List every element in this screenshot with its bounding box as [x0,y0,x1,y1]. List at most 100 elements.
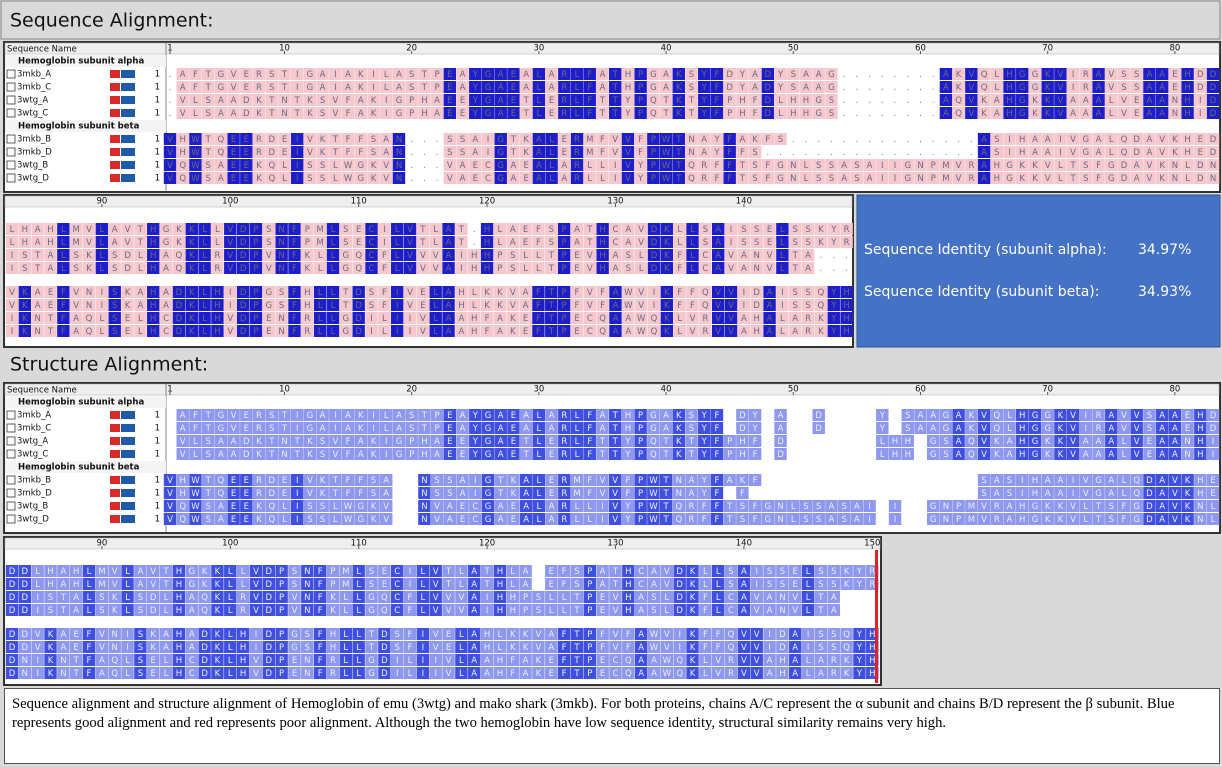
residue-cell [1155,133,1169,145]
residue-cell [303,435,317,447]
residue-cell [840,299,853,311]
residue-cell [480,312,494,324]
residue-cell [698,146,711,158]
residue-cell [1066,422,1080,434]
residue-cell [622,236,635,248]
residue-cell [392,68,406,80]
residue-cell [378,286,391,298]
residue-cell [211,312,224,324]
residue-cell [545,422,558,434]
row-checkbox[interactable] [6,436,16,446]
residue-cell [609,422,622,434]
row-checkbox[interactable] [6,423,16,433]
residue-cell [776,286,789,298]
residue-cell [507,68,520,80]
residue-cell [519,146,533,158]
residue-cell [1016,68,1029,80]
residue-cell [1092,133,1105,145]
residue-cell [275,312,288,324]
residue-cell [176,94,189,106]
residue-row: VQWSAEEKQLISSLWGKVN...VAECGAEALARLLIVYPW… [167,174,1216,184]
row-checkbox[interactable] [6,501,16,511]
residue-cell [392,172,406,184]
residue-cell [686,325,699,337]
residue-cell [456,422,469,434]
residue-cell [596,409,609,421]
residue-cell [558,435,571,447]
residue-cell [1206,81,1220,93]
residue-cell [596,107,609,119]
residue-cell [493,312,507,324]
residue-cell [506,223,519,235]
residue-cell [392,422,406,434]
residue-cell [736,159,749,171]
residue-cell [634,94,647,106]
residue-cell [456,146,469,158]
row-checkbox[interactable] [6,134,16,144]
residue-cell [952,159,965,171]
row-checkbox[interactable] [6,475,16,485]
row-checkbox[interactable] [6,173,16,183]
row-checkbox[interactable] [6,147,16,157]
row-checkbox[interactable] [6,160,16,170]
row-checkbox[interactable] [6,108,16,118]
residue-cell [455,325,468,337]
row-checkbox[interactable] [6,69,16,79]
residue-cell [789,236,802,248]
residue-cell [825,94,838,106]
residue-cell [354,107,367,119]
residue-cell [1181,133,1194,145]
residue-cell [121,325,134,337]
residue-cell [801,312,815,324]
residue-cell [507,81,520,93]
residue-cell [507,107,520,119]
residue-cell [1028,68,1042,80]
residue-cell [367,107,380,119]
residue-cell [418,107,431,119]
ruler-label: 120 [479,197,495,207]
residue-cell [801,286,815,298]
residue-cell [622,262,635,274]
residue-cell [557,299,571,311]
residue-cell [737,312,751,324]
residue-cell [249,236,263,248]
residue-cell [570,422,584,434]
row-checkbox[interactable] [6,410,16,420]
residue-cell [532,409,546,421]
residue-cell [1143,146,1156,158]
row-checkbox[interactable] [6,514,16,524]
residue-cell [876,409,889,421]
residue-cell [365,223,378,235]
residue-cell [44,236,57,248]
residue-cell [494,107,507,119]
residue-cell [570,299,584,311]
residue-cell [240,422,253,434]
alignment-view: Sequence Alignment: Structure Alignment:… [0,0,1221,686]
row-checkbox[interactable] [6,488,16,498]
residue-cell [685,68,698,80]
residue-cell [275,236,288,248]
residue-cell [673,299,686,311]
residue-cell [763,236,776,248]
residue-cell [278,422,291,434]
residue-cell [201,422,215,434]
residue-cell [469,146,482,158]
residue-cell [723,94,736,106]
residue-cell [532,325,545,337]
row-checkbox[interactable] [6,449,16,459]
residue-cell [227,435,240,447]
residue-cell [303,172,317,184]
residue-cell [1168,146,1182,158]
row-checkbox[interactable] [6,95,16,105]
residue-cell [468,262,481,274]
row-checkbox[interactable] [6,82,16,92]
row-name: 3wtg_A [17,437,48,447]
residue-cell [801,325,815,337]
residue-cell [712,286,725,298]
residue-cell [469,422,482,434]
residue-cell [442,312,455,324]
residue-cell [185,312,198,324]
residue-cell [240,435,253,447]
residue-cell [506,249,519,261]
residue-cell [224,262,237,274]
